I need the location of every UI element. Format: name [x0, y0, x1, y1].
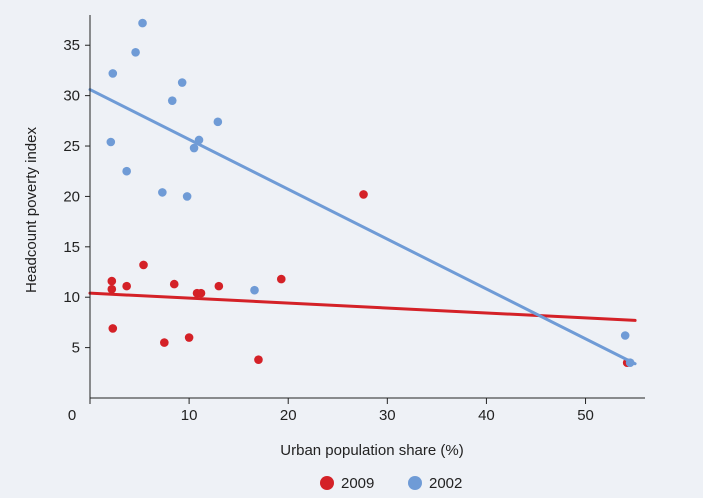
data-point-2009 [214, 281, 224, 291]
data-point-2002 [167, 96, 177, 105]
axes [89, 15, 645, 399]
legend-marker-2002 [408, 476, 422, 490]
data-point-2002 [106, 137, 116, 147]
x-tick-label: 10 [181, 407, 198, 424]
legend-label-2009: 2009 [341, 475, 374, 492]
data-point-2002 [189, 143, 199, 153]
data-point-2009 [254, 355, 263, 365]
data-point-2009 [108, 324, 118, 333]
x-axis-label: Urban population share (%) [280, 442, 463, 459]
data-point-2002 [213, 117, 223, 127]
data-point-2002 [177, 78, 187, 87]
data-point-2002 [131, 47, 140, 57]
data-point-2009 [160, 338, 169, 347]
y-tick-label: 20 [63, 188, 80, 205]
data-point-2002 [158, 188, 167, 197]
y-tick-label: 5 [72, 340, 80, 357]
trend-line-2002 [88, 88, 637, 366]
x-tick-label: 20 [280, 407, 297, 424]
plot-area [88, 18, 637, 368]
y-tick-label: 15 [63, 239, 80, 256]
y-axis-label: Headcount poverty index [23, 127, 40, 293]
x-tick-label: 50 [577, 407, 594, 424]
data-point-2009 [276, 274, 286, 284]
data-point-2002 [620, 331, 630, 340]
data-point-2009 [107, 276, 117, 286]
x-tick-label: 30 [379, 407, 396, 424]
y-tick-label: 30 [63, 88, 80, 105]
data-point-2002 [108, 69, 118, 78]
y-tick-label: 35 [63, 37, 80, 54]
trend-line-2009 [88, 291, 637, 322]
data-point-2009 [169, 279, 179, 289]
data-point-2009 [107, 284, 117, 294]
data-point-2009 [359, 190, 368, 199]
legend-marker-2009 [320, 476, 334, 490]
data-point-2009 [122, 281, 131, 291]
x-tick-label: 0 [68, 407, 76, 424]
x-tick-label: 40 [478, 407, 495, 424]
legend: 2009 2002 [320, 475, 462, 492]
data-point-2009 [184, 333, 194, 342]
y-tick-label: 25 [63, 138, 80, 155]
ticks: 5 10 15 20 25 30 35 0 10 20 30 40 50 [63, 37, 594, 424]
data-point-2009 [196, 288, 206, 298]
data-point-2002 [138, 18, 147, 28]
y-tick-label: 10 [63, 289, 80, 306]
data-point-2002 [250, 285, 259, 295]
data-point-2002 [182, 192, 192, 201]
data-point-2009 [139, 260, 148, 270]
legend-label-2002: 2002 [429, 475, 462, 492]
data-point-2002 [122, 166, 131, 176]
